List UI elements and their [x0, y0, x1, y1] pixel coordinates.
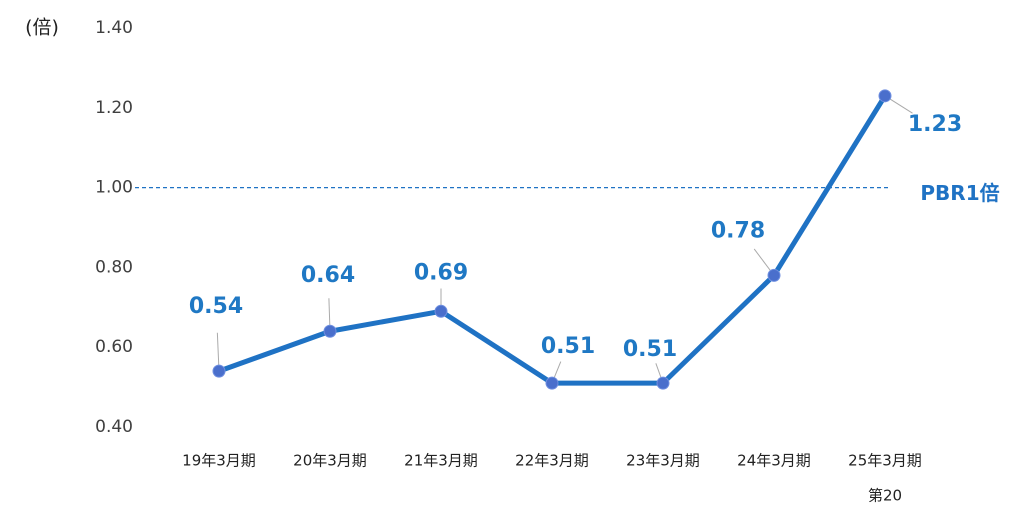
data-label: 0.64 — [301, 263, 355, 288]
y-tick-label: 0.80 — [95, 257, 133, 277]
y-tick-label: 0.60 — [95, 337, 133, 357]
point — [212, 364, 226, 378]
point — [656, 376, 670, 390]
unit-label: (倍) — [25, 17, 59, 39]
data-label: 0.69 — [414, 260, 468, 285]
point — [767, 268, 781, 282]
x-tick-label: 25年3月期 — [848, 452, 922, 470]
point — [545, 376, 559, 390]
point — [434, 304, 448, 318]
y-tick-label: 1.40 — [95, 18, 133, 38]
reference-label: PBR1倍 — [920, 181, 999, 205]
y-tick-label: 1.20 — [95, 98, 133, 118]
y-tick-label: 1.00 — [95, 178, 133, 198]
category-note: 第20 — [868, 487, 902, 505]
data-label: 0.54 — [189, 294, 243, 319]
data-label: 0.78 — [711, 218, 765, 243]
x-tick-label: 23年3月期 — [626, 452, 700, 470]
point — [323, 324, 337, 338]
x-tick-label: 22年3月期 — [515, 452, 589, 470]
data-label: 0.51 — [623, 337, 677, 362]
point — [878, 89, 892, 103]
data-label: 1.23 — [908, 112, 962, 137]
x-tick-label: 20年3月期 — [293, 452, 367, 470]
y-tick-label: 0.40 — [95, 417, 133, 437]
x-tick-label: 24年3月期 — [737, 452, 811, 470]
x-tick-label: 21年3月期 — [404, 452, 478, 470]
x-tick-label: 19年3月期 — [182, 452, 256, 470]
data-label: 0.51 — [541, 334, 595, 359]
